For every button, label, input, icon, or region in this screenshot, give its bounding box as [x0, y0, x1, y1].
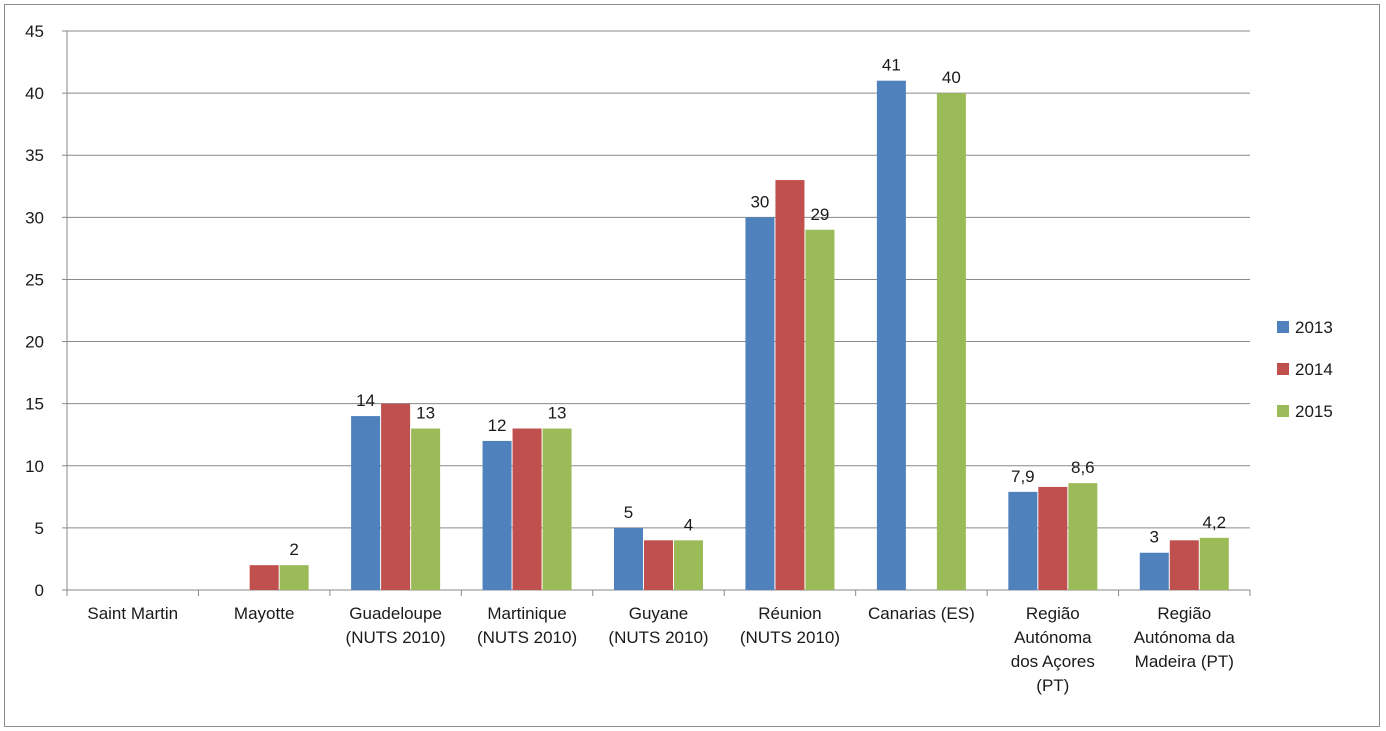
- data-label: 13: [548, 404, 567, 423]
- y-tick-label: 40: [25, 84, 44, 103]
- bar-2014: [1169, 540, 1199, 590]
- bar-2015: [1068, 483, 1098, 590]
- y-tick-label: 15: [25, 395, 44, 414]
- x-tick-label: Martinique: [487, 604, 566, 623]
- y-tick-label: 5: [35, 519, 44, 538]
- x-tick-label: Autónoma: [1014, 628, 1092, 647]
- data-label: 12: [488, 416, 507, 435]
- chart-frame: [4, 4, 1380, 727]
- data-label: 4,2: [1202, 513, 1226, 532]
- x-tick-labels: Saint Martin Mayotte Guadeloupe (NUTS 2010)…: [87, 604, 1235, 695]
- bar-2015: [411, 428, 441, 590]
- x-tick-label: (NUTS 2010): [740, 628, 840, 647]
- y-tick-label: 0: [35, 581, 44, 600]
- y-tick-label: 30: [25, 208, 44, 227]
- data-label: 13: [416, 404, 435, 423]
- bar-2013: [614, 527, 643, 590]
- bar-2013: [1008, 491, 1038, 590]
- data-label: 29: [810, 205, 829, 224]
- legend: 2013 2014 2015: [1277, 318, 1333, 421]
- x-tick-label: Réunion: [758, 604, 821, 623]
- bar-2014: [775, 180, 805, 591]
- data-label: 4: [684, 515, 693, 534]
- x-tick-label: (NUTS 2010): [608, 628, 708, 647]
- data-label: 2: [289, 540, 298, 559]
- data-label: 30: [750, 192, 769, 211]
- data-label: 8,6: [1071, 458, 1095, 477]
- y-tick-labels: 0 5 10 15 20 25 30 35 40 45: [25, 22, 44, 600]
- x-tick-label: Mayotte: [234, 604, 294, 623]
- legend-swatch-2013: [1277, 321, 1289, 333]
- x-tick-label: (NUTS 2010): [477, 628, 577, 647]
- data-label: 40: [942, 68, 961, 87]
- bar-2014: [249, 565, 279, 590]
- bar-2014: [1038, 486, 1068, 590]
- bar-2015: [279, 565, 309, 590]
- bar-2013: [745, 217, 775, 591]
- legend-swatch-2015: [1277, 405, 1289, 417]
- x-tick-label: dos Açores: [1011, 652, 1095, 671]
- x-tick-label: Guadeloupe: [349, 604, 442, 623]
- bar-2015: [542, 428, 572, 590]
- legend-label: 2013: [1295, 318, 1333, 337]
- x-tick-label: (NUTS 2010): [346, 628, 446, 647]
- data-labels: 2 14 13 12 13 5 4 30 29 41 40 7,9 8,6 3 4,2: [289, 56, 1226, 559]
- gridlines: [67, 30, 1250, 529]
- x-tick-label: Saint Martin: [87, 604, 178, 623]
- bar-2013: [351, 416, 381, 590]
- data-label: 14: [356, 391, 375, 410]
- bar-2014: [644, 540, 673, 590]
- legend-label: 2015: [1295, 402, 1333, 421]
- data-label: 3: [1150, 528, 1159, 547]
- y-tick-label: 10: [25, 457, 44, 476]
- bars: [249, 80, 1229, 591]
- bar-2013: [482, 440, 512, 590]
- x-tick-label: Autónoma da: [1134, 628, 1236, 647]
- data-label: 7,9: [1011, 467, 1035, 486]
- y-tick-label: 35: [25, 146, 44, 165]
- legend-swatch-2014: [1277, 363, 1289, 375]
- bar-2013: [1139, 552, 1169, 590]
- y-tick-label: 45: [25, 22, 44, 41]
- bar-2015: [936, 93, 966, 590]
- legend-label: 2014: [1295, 360, 1333, 379]
- x-tick-label: Madeira (PT): [1135, 652, 1234, 671]
- bar-2015: [805, 229, 835, 590]
- x-tick-label: Guyane: [629, 604, 689, 623]
- data-label: 41: [882, 56, 901, 75]
- bar-2014: [381, 403, 411, 590]
- bar-2015: [1199, 537, 1229, 590]
- x-tick-label: Região: [1026, 604, 1080, 623]
- x-tick-label: Região: [1157, 604, 1211, 623]
- y-tick-label: 25: [25, 270, 44, 289]
- bar-2014: [512, 428, 542, 590]
- data-label: 5: [624, 503, 633, 522]
- y-tick-label: 20: [25, 333, 44, 352]
- bar-2015: [674, 540, 703, 590]
- bar-2013: [876, 80, 906, 590]
- x-tick-label: (PT): [1036, 676, 1069, 695]
- x-tick-label: Canarias (ES): [868, 604, 975, 623]
